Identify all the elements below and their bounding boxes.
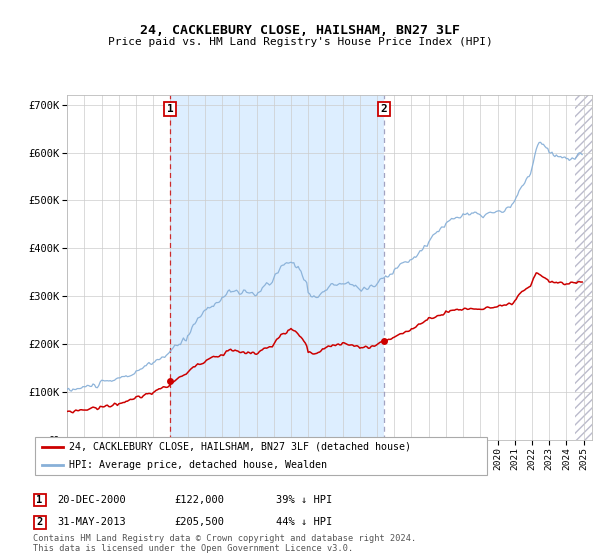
Text: 31-MAY-2013: 31-MAY-2013 xyxy=(57,517,126,527)
FancyBboxPatch shape xyxy=(35,437,487,475)
Text: Contains HM Land Registry data © Crown copyright and database right 2024.
This d: Contains HM Land Registry data © Crown c… xyxy=(33,534,416,553)
Text: 20-DEC-2000: 20-DEC-2000 xyxy=(57,494,126,505)
Bar xyxy=(575,95,592,440)
Text: 44% ↓ HPI: 44% ↓ HPI xyxy=(276,517,332,527)
FancyBboxPatch shape xyxy=(34,516,46,529)
Text: 2: 2 xyxy=(37,517,43,528)
Text: 39% ↓ HPI: 39% ↓ HPI xyxy=(276,494,332,505)
Text: 24, CACKLEBURY CLOSE, HAILSHAM, BN27 3LF: 24, CACKLEBURY CLOSE, HAILSHAM, BN27 3LF xyxy=(140,24,460,38)
Text: 1: 1 xyxy=(37,495,43,505)
Text: £205,500: £205,500 xyxy=(174,517,224,527)
Text: Price paid vs. HM Land Registry's House Price Index (HPI): Price paid vs. HM Land Registry's House … xyxy=(107,37,493,47)
Bar xyxy=(170,95,384,440)
Text: 1: 1 xyxy=(167,104,173,114)
FancyBboxPatch shape xyxy=(34,494,46,506)
Text: £122,000: £122,000 xyxy=(174,494,224,505)
Text: HPI: Average price, detached house, Wealden: HPI: Average price, detached house, Weal… xyxy=(70,460,328,470)
Text: 24, CACKLEBURY CLOSE, HAILSHAM, BN27 3LF (detached house): 24, CACKLEBURY CLOSE, HAILSHAM, BN27 3LF… xyxy=(70,442,412,452)
Text: 2: 2 xyxy=(381,104,388,114)
